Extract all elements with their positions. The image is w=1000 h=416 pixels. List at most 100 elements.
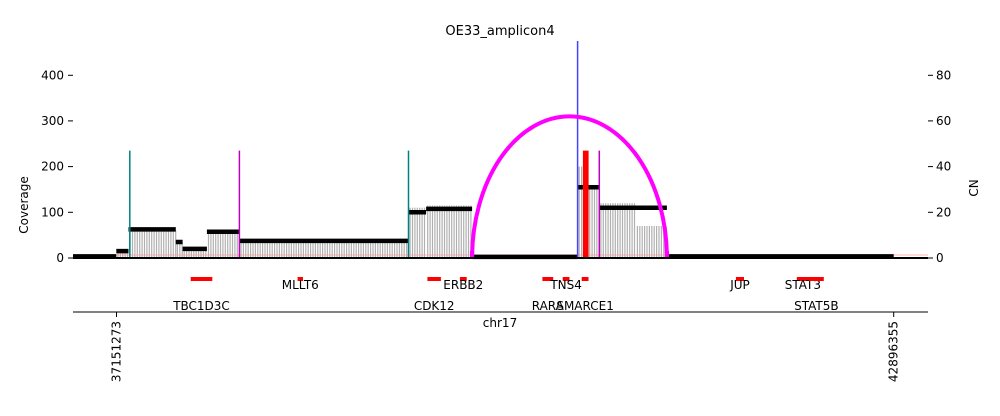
- coverage-bar: [631, 203, 633, 258]
- coverage-bar: [240, 239, 242, 258]
- coverage-bar: [470, 205, 472, 258]
- coverage-bar: [463, 205, 465, 258]
- coverage-bar: [389, 239, 391, 258]
- coverage-bar: [365, 239, 367, 258]
- coverage-bar: [319, 239, 321, 258]
- coverage-bar: [312, 239, 314, 258]
- coverage-bar: [198, 246, 200, 258]
- gene-marker: [562, 277, 570, 281]
- breakpoint-arc: [470, 114, 669, 259]
- coverage-bar: [155, 230, 158, 258]
- coverage-bar: [423, 207, 426, 258]
- coverage-bar: [229, 232, 231, 258]
- y-left-tick-label: 200: [41, 160, 64, 174]
- coverage-bar: [609, 203, 612, 258]
- coverage-bar: [578, 166, 580, 258]
- coverage-bar: [451, 205, 453, 258]
- x-tick-label: 42896355: [887, 321, 901, 382]
- coverage-bar: [227, 232, 229, 258]
- coverage-bar: [151, 230, 153, 258]
- coverage-bar: [278, 239, 280, 258]
- coverage-bar: [341, 239, 343, 258]
- coverage-bar: [324, 239, 326, 258]
- coverage-bar: [467, 205, 470, 258]
- coverage-bar: [283, 239, 285, 258]
- coverage-bar: [281, 239, 283, 258]
- coverage-bar: [250, 239, 252, 258]
- coverage-bar: [148, 230, 150, 258]
- coverage-bar: [298, 239, 300, 258]
- gene-marker: [735, 277, 744, 281]
- coverage-bar: [207, 232, 210, 258]
- coverage-bar: [636, 226, 638, 258]
- coverage-bar: [348, 239, 350, 258]
- coverage-bar: [372, 239, 374, 258]
- coverage-bar: [215, 232, 217, 258]
- y-left-tick-label: 100: [41, 205, 64, 219]
- coverage-bar: [141, 230, 143, 258]
- coverage-bar: [581, 166, 583, 258]
- coverage-bar: [143, 230, 146, 258]
- coverage-bar: [346, 239, 348, 258]
- y-left-tick-label: 300: [41, 114, 64, 128]
- coverage-bar: [429, 205, 431, 258]
- y-left-tick-label: 0: [56, 251, 64, 265]
- coverage-bar: [200, 246, 202, 258]
- coverage-bar: [448, 205, 450, 258]
- y-left-tick-label: 400: [41, 68, 64, 82]
- copy-number-layer: [73, 184, 894, 260]
- x-tick-label: 37151273: [110, 321, 124, 382]
- gene-label: SMARCE1: [556, 299, 614, 313]
- gene-label: JUP: [729, 278, 750, 292]
- gene-marker: [297, 277, 303, 281]
- coverage-bar: [617, 203, 619, 258]
- coverage-bar: [139, 230, 141, 258]
- coverage-bar: [288, 239, 290, 258]
- coverage-layer: [73, 166, 928, 258]
- coverage-bar: [322, 239, 324, 258]
- coverage-bar: [401, 239, 403, 258]
- coverage-bar: [663, 226, 665, 258]
- y-axis-left-label: Coverage: [17, 176, 31, 234]
- coverage-bar: [326, 239, 328, 258]
- coverage-bar: [431, 205, 434, 258]
- x-axis-label: chr17: [483, 316, 517, 330]
- coverage-bar: [334, 239, 336, 258]
- coverage-bar: [591, 189, 593, 258]
- coverage-bar: [353, 239, 355, 258]
- coverage-bar: [406, 239, 408, 258]
- coverage-bar: [398, 239, 400, 258]
- coverage-bar: [607, 203, 609, 258]
- y-right-tick-label: 0: [936, 251, 944, 265]
- coverage-bar: [605, 203, 607, 258]
- coverage-bar: [434, 205, 436, 258]
- gene-track: TBC1D3C MLLT6 CDK12 ERBB2 RARA TNS4 SMARCE1 JUP…: [172, 277, 839, 313]
- coverage-bar: [644, 226, 646, 258]
- coverage-bar: [286, 239, 288, 258]
- coverage-bar: [136, 230, 138, 258]
- coverage-bar: [651, 226, 653, 258]
- coverage-bar: [317, 239, 319, 258]
- coverage-bar: [362, 239, 364, 258]
- coverage-bar: [252, 239, 254, 258]
- coverage-bar: [269, 239, 271, 258]
- coverage-bar: [441, 205, 443, 258]
- coverage-bar: [355, 239, 357, 258]
- coverage-bar: [302, 239, 304, 258]
- coverage-bar: [460, 205, 462, 258]
- gene-label: STAT5B: [794, 299, 839, 313]
- gene-label: RARA: [532, 299, 565, 313]
- coverage-bar: [264, 239, 266, 258]
- coverage-bar: [379, 239, 381, 258]
- coverage-bar: [336, 239, 338, 258]
- y-right-tick-label: 60: [936, 114, 951, 128]
- coverage-bar: [414, 207, 416, 258]
- gene-marker: [542, 277, 554, 281]
- coverage-bar: [222, 232, 224, 258]
- coverage-bar: [377, 239, 379, 258]
- coverage-bar: [271, 239, 273, 258]
- coverage-bar: [153, 230, 155, 258]
- coverage-bar: [658, 226, 660, 258]
- coverage-bar: [257, 239, 259, 258]
- coverage-bar: [274, 239, 276, 258]
